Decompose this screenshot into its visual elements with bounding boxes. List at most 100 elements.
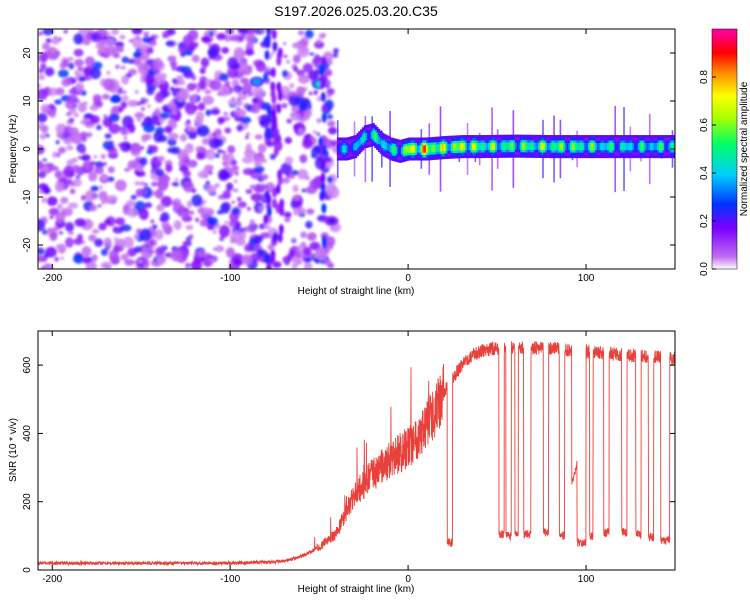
- tone-band: [374, 132, 377, 141]
- tone-band: [482, 142, 486, 151]
- noise-blob: [121, 95, 129, 102]
- noise-blob: [270, 53, 275, 56]
- noise-blob: [108, 113, 120, 123]
- tone-band: [520, 142, 523, 150]
- noise-blob: [219, 224, 230, 238]
- tone-band: [530, 142, 534, 150]
- spectrogram-streak: [266, 129, 272, 140]
- tone-band: [393, 146, 397, 154]
- noise-blob: [134, 260, 139, 264]
- noise-blob: [204, 164, 214, 171]
- noise-blob: [234, 222, 242, 230]
- tone-band: [349, 144, 352, 152]
- noise-blob: [163, 246, 168, 251]
- noise-blob: [126, 199, 136, 208]
- noise-blob: [46, 196, 58, 206]
- colorbar-tick-label: 0.2: [699, 214, 710, 228]
- tone-band: [580, 143, 584, 151]
- tone-band: [529, 142, 532, 150]
- noise-blob: [204, 89, 212, 95]
- noise-blob: [120, 141, 132, 153]
- noise-blob: [180, 51, 186, 58]
- noise-blob: [241, 254, 253, 266]
- noise-blob: [201, 35, 211, 43]
- tone-band: [441, 144, 445, 152]
- noise-blob: [150, 219, 155, 224]
- noise-blob: [73, 33, 83, 45]
- noise-blob: [284, 156, 294, 165]
- noise-blob: [67, 202, 79, 209]
- noise-blob: [305, 185, 318, 195]
- noise-blob: [286, 118, 293, 124]
- tone-band: [602, 143, 605, 151]
- noise-blob: [148, 40, 157, 47]
- noise-blob: [225, 247, 236, 258]
- tone-band: [449, 143, 452, 151]
- noise-blob: [100, 153, 106, 160]
- noise-blob: [134, 89, 139, 94]
- y-tick-label: -10: [22, 189, 33, 204]
- tone-band: [368, 131, 372, 140]
- tone-band: [404, 146, 407, 154]
- tone-band: [584, 143, 587, 151]
- noise-blob: [104, 38, 116, 46]
- noise-blob: [166, 29, 176, 36]
- noise-blob: [45, 246, 57, 258]
- tone-band: [431, 144, 434, 153]
- noise-blob: [241, 32, 247, 39]
- noise-blob: [143, 182, 148, 187]
- noise-blob: [67, 231, 74, 235]
- tone-band: [450, 143, 454, 151]
- snr-plot-area: [38, 331, 675, 570]
- tone-band: [614, 143, 617, 151]
- noise-blob: [41, 42, 51, 50]
- noise-blob: [234, 171, 239, 176]
- spectrogram-streak: [273, 146, 279, 157]
- noise-blob: [326, 176, 333, 184]
- tone-band: [578, 143, 582, 151]
- noise-blob: [185, 224, 194, 230]
- tone-band: [390, 145, 393, 153]
- tone-band: [596, 143, 600, 151]
- noise-blob: [160, 211, 170, 223]
- noise-blob: [122, 90, 127, 94]
- noise-blob: [144, 202, 153, 209]
- noise-blob: [84, 218, 92, 224]
- tone-band: [481, 142, 484, 151]
- noise-blob: [197, 207, 206, 215]
- noise-blob: [67, 178, 73, 184]
- noise-blob: [225, 182, 234, 191]
- noise-blob: [102, 140, 114, 150]
- noise-blob: [291, 42, 303, 49]
- noise-blob: [313, 90, 318, 95]
- tone-band: [513, 142, 516, 150]
- noise-blob: [242, 168, 255, 176]
- noise-blob: [157, 173, 170, 187]
- tone-band: [497, 142, 500, 150]
- noise-blob: [234, 50, 246, 59]
- noise-blob: [265, 140, 274, 148]
- noise-blob: [313, 41, 325, 49]
- noise-blob: [73, 48, 84, 57]
- tone-band: [619, 143, 623, 151]
- noise-blob: [130, 194, 137, 200]
- noise-blob: [49, 109, 57, 118]
- noise-blob: [291, 263, 298, 269]
- noise-blob: [221, 47, 230, 54]
- noise-blob: [81, 156, 86, 161]
- noise-blob: [169, 60, 178, 68]
- spectrogram-blob-core: [327, 218, 336, 224]
- noise-blob: [149, 240, 155, 245]
- noise-blob: [167, 132, 179, 140]
- tone-band: [626, 143, 630, 151]
- noise-blob: [186, 200, 193, 208]
- tone-band: [345, 145, 349, 153]
- tone-band: [523, 142, 527, 150]
- noise-blob: [167, 101, 177, 111]
- tone-band: [653, 143, 657, 151]
- noise-blob: [156, 203, 165, 212]
- noise-blob: [154, 188, 164, 199]
- noise-blob: [41, 197, 47, 204]
- noise-blob: [250, 106, 257, 112]
- x-tick-label: -100: [220, 574, 240, 585]
